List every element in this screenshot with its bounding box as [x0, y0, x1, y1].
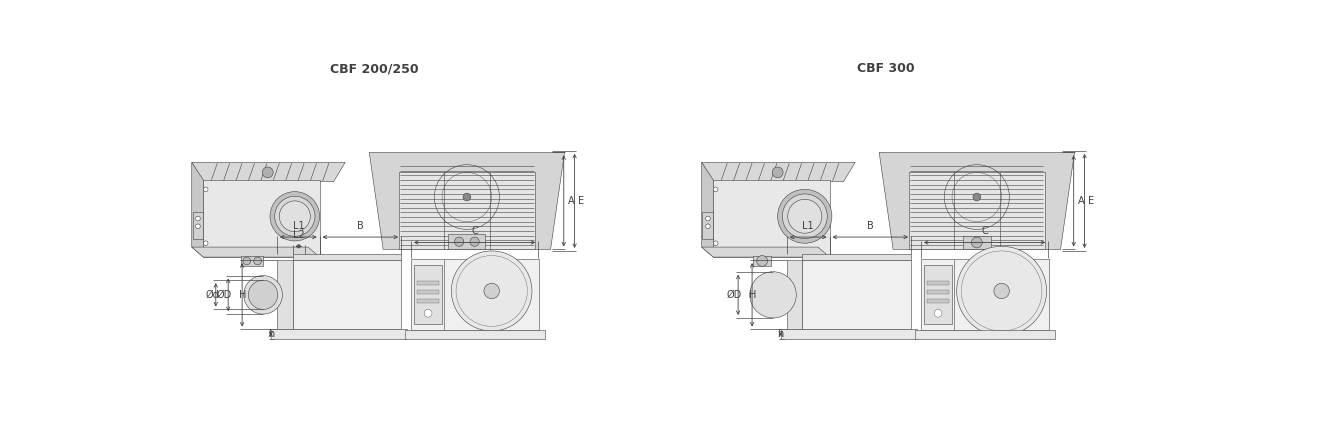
Bar: [702, 213, 714, 240]
Circle shape: [203, 241, 208, 246]
Text: E: E: [578, 196, 585, 206]
Polygon shape: [702, 247, 830, 257]
Bar: [414, 265, 443, 324]
Circle shape: [279, 201, 311, 232]
Circle shape: [516, 332, 522, 338]
Circle shape: [956, 246, 1047, 335]
Bar: [292, 260, 400, 329]
Bar: [753, 255, 772, 267]
Circle shape: [470, 237, 479, 246]
Polygon shape: [880, 152, 1075, 249]
Circle shape: [1026, 332, 1031, 338]
Circle shape: [877, 331, 884, 337]
Polygon shape: [203, 180, 320, 257]
Bar: [448, 234, 486, 249]
Circle shape: [249, 280, 278, 309]
Circle shape: [196, 216, 200, 221]
Bar: [417, 281, 439, 285]
Circle shape: [367, 331, 373, 337]
Circle shape: [306, 331, 311, 337]
Text: L1: L1: [802, 221, 814, 231]
Circle shape: [443, 332, 449, 338]
Bar: [802, 260, 911, 329]
Circle shape: [706, 216, 710, 221]
Bar: [192, 213, 203, 240]
Text: H: H: [238, 290, 246, 300]
Circle shape: [203, 187, 208, 192]
Circle shape: [973, 193, 981, 201]
Circle shape: [952, 332, 959, 338]
Text: B: B: [357, 221, 363, 231]
Circle shape: [270, 192, 320, 241]
Circle shape: [782, 194, 827, 239]
Circle shape: [934, 309, 942, 317]
Bar: [399, 172, 535, 249]
Bar: [915, 330, 1055, 339]
Text: B: B: [867, 221, 873, 231]
Bar: [963, 236, 990, 249]
Bar: [909, 172, 1044, 249]
Bar: [277, 260, 292, 329]
Circle shape: [777, 189, 832, 243]
Circle shape: [815, 331, 820, 337]
Circle shape: [254, 257, 262, 265]
Bar: [271, 329, 407, 339]
Bar: [241, 255, 263, 267]
Bar: [927, 290, 950, 294]
Text: L1: L1: [292, 221, 304, 231]
Text: H: H: [748, 290, 756, 300]
Polygon shape: [702, 162, 714, 257]
Circle shape: [994, 283, 1009, 299]
Bar: [788, 260, 802, 329]
Circle shape: [464, 193, 470, 201]
Bar: [927, 299, 950, 303]
Circle shape: [196, 224, 200, 229]
Polygon shape: [369, 152, 565, 249]
Circle shape: [972, 237, 982, 248]
Circle shape: [483, 283, 499, 299]
Bar: [802, 254, 911, 260]
Circle shape: [424, 309, 432, 317]
Text: CBF 200/250: CBF 200/250: [329, 62, 419, 75]
Bar: [781, 329, 917, 339]
Circle shape: [706, 224, 710, 229]
Circle shape: [714, 187, 718, 192]
Bar: [292, 254, 400, 260]
Text: L2: L2: [292, 230, 304, 240]
Polygon shape: [192, 162, 203, 257]
Polygon shape: [192, 247, 320, 257]
Text: Ød: Ød: [205, 290, 220, 300]
Bar: [417, 290, 439, 294]
Text: C: C: [981, 226, 988, 236]
Circle shape: [244, 275, 282, 314]
Circle shape: [275, 196, 315, 236]
Circle shape: [714, 241, 718, 246]
Circle shape: [454, 237, 464, 246]
Circle shape: [242, 257, 250, 265]
Bar: [921, 259, 1048, 330]
Circle shape: [772, 167, 784, 178]
Text: A: A: [1077, 196, 1084, 206]
Polygon shape: [192, 162, 345, 182]
Text: A: A: [568, 196, 574, 206]
Text: h: h: [777, 329, 784, 339]
Polygon shape: [702, 162, 855, 182]
Text: h: h: [267, 329, 274, 339]
Text: CBF 300: CBF 300: [856, 62, 914, 75]
Circle shape: [788, 199, 822, 233]
Text: C: C: [471, 226, 478, 236]
Text: ØD: ØD: [727, 290, 741, 300]
Circle shape: [757, 255, 768, 267]
Circle shape: [749, 272, 797, 318]
Text: E: E: [1088, 196, 1094, 206]
Polygon shape: [714, 180, 830, 257]
Bar: [927, 281, 950, 285]
Bar: [411, 259, 539, 330]
Circle shape: [452, 251, 532, 331]
Text: ØD: ØD: [217, 290, 232, 300]
Circle shape: [262, 167, 273, 178]
Bar: [925, 265, 952, 324]
Bar: [404, 330, 545, 339]
Bar: [417, 299, 439, 303]
